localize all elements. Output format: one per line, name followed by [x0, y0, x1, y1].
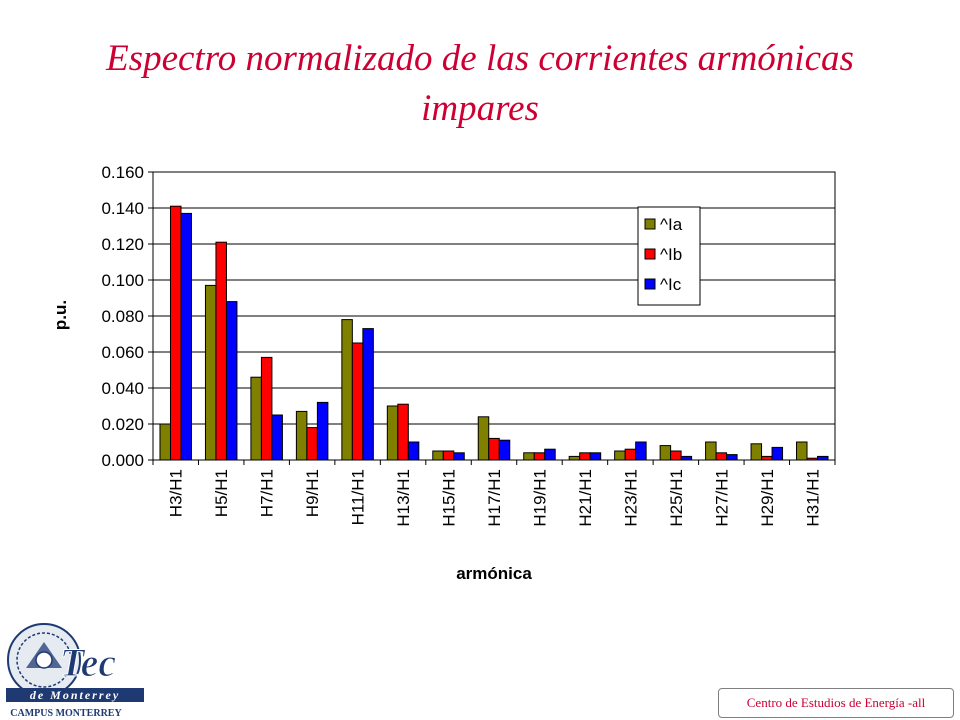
x-tick-label: H9/H1	[303, 469, 322, 517]
bar-ia	[523, 452, 535, 461]
x-tick-label: H11/H1	[349, 469, 368, 525]
bar-chart: 0.000 0.020 0.040 0.060 0.080 0.100 0.120 0.140…	[51, 163, 836, 583]
legend-swatch	[644, 278, 656, 290]
bar-ib	[442, 450, 455, 461]
bar-ic	[498, 439, 511, 461]
y-tick-label: 0.100	[101, 271, 144, 290]
bar-ic	[271, 414, 283, 461]
bar-ic	[225, 301, 238, 461]
x-tick-label: H21/H1	[576, 469, 595, 527]
legend-label: ^Ib	[660, 245, 682, 264]
logo-line3: CAMPUS MONTERREY	[10, 708, 122, 719]
bar-ib	[715, 452, 728, 461]
bar-ib	[260, 356, 273, 461]
x-tick-label: H3/H1	[167, 469, 186, 517]
y-tick-label: 0.160	[101, 163, 144, 182]
bar-ib	[169, 205, 182, 461]
bar-ib	[624, 448, 637, 461]
y-tick-label: 0.080	[101, 307, 144, 326]
bar-ia	[295, 410, 308, 461]
x-tick-label: H7/H1	[258, 469, 277, 517]
bar-ia	[250, 376, 262, 461]
y-tick-label: 0.040	[101, 379, 144, 398]
bar-ic	[635, 441, 647, 461]
x-tick-label: H31/H1	[803, 469, 822, 527]
legend-label: ^Ic	[660, 275, 682, 294]
bar-ib	[397, 403, 409, 461]
x-axis-label: armónica	[456, 564, 532, 583]
legend-label: ^Ia	[660, 215, 683, 234]
bar-ic	[589, 452, 602, 461]
footer-label: Centro de Estudios de Energía -all	[718, 688, 954, 718]
bar-ia	[659, 445, 672, 461]
bar-ic	[407, 441, 420, 461]
bar-ia	[750, 443, 763, 461]
tec-de-monterrey-logo: Tec de Monterrey CAMPUS MONTERREY	[6, 623, 144, 719]
bar-ia	[341, 319, 353, 461]
x-tick-label: H23/H1	[621, 469, 640, 527]
bar-ic	[726, 454, 738, 461]
x-tick-label: H15/H1	[440, 469, 459, 527]
legend-swatch	[644, 218, 656, 230]
bar-ia	[159, 423, 171, 461]
legend: ^Ia ^Ib ^Ic	[637, 206, 701, 306]
x-tick-label: H17/H1	[485, 469, 504, 527]
seal-icon	[7, 623, 81, 697]
y-tick-label: 0.060	[101, 343, 144, 362]
bar-ia	[432, 450, 444, 461]
bar-ic	[771, 446, 784, 461]
bar-ic	[680, 455, 693, 461]
y-tick-label: 0.000	[101, 451, 144, 470]
x-tick-label: H27/H1	[712, 469, 731, 527]
bar-ia	[796, 441, 808, 461]
bar-ia	[568, 455, 581, 461]
x-tick-label: H29/H1	[758, 469, 777, 527]
slide-title: Espectro normalizado de las corrientes a…	[106, 38, 854, 129]
plot-border	[152, 171, 836, 461]
x-tick-label: H13/H1	[394, 469, 413, 527]
bar-ib	[351, 342, 364, 461]
x-tick-label: H19/H1	[530, 469, 549, 527]
y-axis-label: p.u.	[51, 300, 70, 330]
bar-ic	[180, 212, 192, 461]
bar-ib	[670, 450, 682, 461]
bar-ib	[306, 427, 318, 461]
y-tick-label: 0.140	[101, 199, 144, 218]
bar-ib	[533, 452, 546, 461]
x-tick-label: H25/H1	[667, 469, 686, 527]
legend-swatch	[644, 248, 656, 260]
y-tick-label: 0.120	[101, 235, 144, 254]
bar-ic	[316, 401, 329, 461]
bar-ic	[544, 448, 556, 461]
bar-ib	[579, 452, 591, 461]
bar-ic	[817, 455, 829, 461]
bar-ib	[761, 455, 773, 461]
logo-line2: de Monterrey	[30, 688, 120, 702]
bar-ib	[215, 241, 227, 461]
bar-ia	[614, 450, 626, 461]
plot-area: 0.000 0.020 0.040 0.060 0.080 0.100 0.120 0.140…	[101, 163, 836, 527]
y-tick-label: 0.020	[101, 415, 144, 434]
bar-ic	[453, 452, 465, 461]
bar-ia	[477, 416, 490, 461]
bar-ic	[362, 328, 374, 461]
logo-name: Tec	[60, 640, 117, 685]
bar-ia	[204, 284, 217, 461]
bar-ia	[705, 441, 717, 461]
x-tick-label: H5/H1	[212, 469, 231, 517]
bar-ib	[488, 437, 500, 461]
bar-ia	[386, 405, 399, 461]
